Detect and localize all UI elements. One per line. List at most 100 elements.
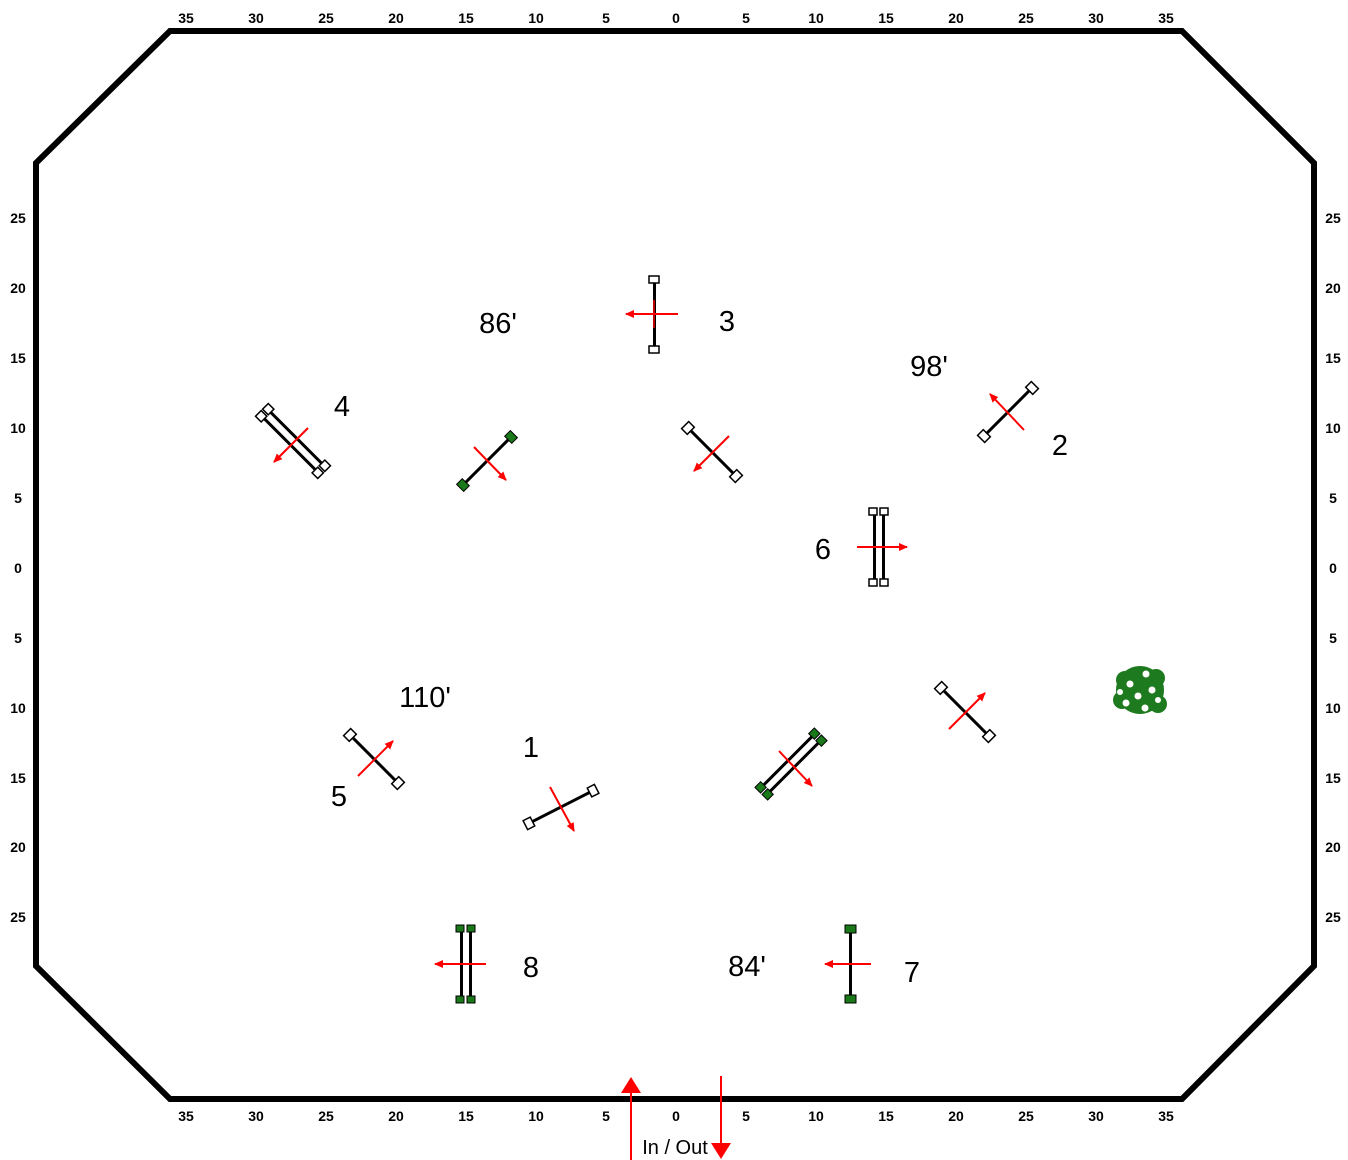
jump-number-7: 7 (904, 957, 920, 989)
jump-standard (503, 429, 519, 445)
distance-label: 84' (728, 951, 766, 983)
axis-tick: 15 (878, 1108, 894, 1124)
jump-rail (268, 409, 325, 466)
jump-standard (728, 468, 744, 484)
axis-tick: 25 (1018, 1108, 1034, 1124)
axis-tick: 25 (10, 909, 26, 925)
axis-tick: 15 (10, 350, 26, 366)
direction-arrow (989, 393, 1025, 431)
axis-bottom: 35 30 25 20 15 10 5 0 5 10 15 20 25 30 3… (178, 1108, 1174, 1124)
axis-tick: 15 (1325, 770, 1341, 786)
axis-tick: 35 (178, 1108, 194, 1124)
axis-tick: 10 (10, 700, 26, 716)
axis-tick: 10 (10, 420, 26, 436)
jump-standard (807, 727, 821, 740)
axis-tick: 20 (388, 10, 404, 26)
axis-tick: 20 (948, 1108, 964, 1124)
jump-standard (868, 507, 878, 516)
axis-tick: 5 (602, 1108, 610, 1124)
axis-tick: 10 (808, 10, 824, 26)
direction-arrow (693, 435, 730, 472)
axis-tick: 30 (1088, 10, 1104, 26)
jump-standard (754, 780, 767, 794)
jump-standard (933, 680, 949, 696)
jump-number-3: 3 (719, 306, 735, 338)
axis-tick: 10 (1325, 420, 1341, 436)
jump-standard (342, 727, 358, 743)
jump-number-1: 1 (523, 732, 539, 764)
jump-standard (879, 578, 889, 587)
jump-standard (261, 402, 275, 416)
jump-standard (455, 924, 465, 933)
jump-standard (586, 783, 600, 798)
jump-standard (254, 409, 268, 423)
axis-tick: 30 (248, 1108, 264, 1124)
distance-label: 110' (399, 682, 451, 714)
jump-standard (648, 275, 660, 284)
axis-tick: 35 (178, 10, 194, 26)
jump-standard (522, 816, 536, 831)
jump-standard (879, 507, 889, 516)
axis-tick: 35 (1158, 1108, 1174, 1124)
jump-standard (466, 995, 476, 1004)
axis-tick: 20 (1325, 839, 1341, 855)
axis-tick: 35 (1158, 10, 1174, 26)
jump-standard (680, 420, 696, 436)
axis-tick: 15 (458, 10, 474, 26)
axis-tick: 15 (10, 770, 26, 786)
axis-tick: 15 (458, 1108, 474, 1124)
axis-left: 25 20 15 10 5 0 5 10 15 20 25 (10, 210, 26, 925)
jump-number-5: 5 (331, 781, 347, 813)
entrance-gate: In / Out (621, 1076, 731, 1160)
jump-standard (981, 728, 997, 744)
jump-standard (466, 924, 476, 933)
jump-standard (868, 578, 878, 587)
direction-arrow (473, 446, 507, 481)
axis-right: 25 20 15 10 5 0 5 10 15 20 25 (1325, 210, 1341, 925)
jump-standard (455, 995, 465, 1004)
axis-tick: 25 (1325, 210, 1341, 226)
jump-number-2: 2 (1052, 430, 1068, 462)
axis-tick: 5 (1329, 630, 1337, 646)
direction-arrow (357, 740, 394, 777)
jump-standard (648, 345, 660, 354)
axis-tick: 0 (672, 10, 680, 26)
jump-3 (625, 275, 678, 354)
axis-tick: 20 (1325, 280, 1341, 296)
axis-tick: 0 (672, 1108, 680, 1124)
jump-standard (311, 466, 325, 480)
axis-tick: 0 (14, 560, 22, 576)
jump-number-6: 6 (815, 534, 831, 566)
direction-arrow (273, 427, 309, 463)
axis-tick: 30 (1088, 1108, 1104, 1124)
axis-tick: 25 (318, 1108, 334, 1124)
axis-tick: 15 (878, 10, 894, 26)
axis-tick: 20 (10, 839, 26, 855)
axis-tick: 20 (948, 10, 964, 26)
axis-tick: 25 (10, 210, 26, 226)
axis-tick: 15 (1325, 350, 1341, 366)
jump-standard (976, 428, 992, 444)
jump-standard (761, 788, 775, 801)
jump-standard (390, 775, 406, 791)
jump-4 (254, 402, 332, 480)
jump-standard (815, 734, 828, 748)
axis-tick: 10 (528, 1108, 544, 1124)
axis-tick: 5 (742, 1108, 750, 1124)
axis-tick: 25 (318, 10, 334, 26)
jump-standard (318, 459, 332, 473)
axis-tick: 5 (14, 490, 22, 506)
axis-top: 35 30 25 20 15 10 5 0 5 10 15 20 25 30 3… (178, 10, 1174, 26)
distance-label: 98' (910, 351, 948, 383)
direction-arrow (778, 750, 813, 787)
direction-arrow (948, 692, 986, 730)
axis-tick: 5 (742, 10, 750, 26)
axis-tick: 10 (528, 10, 544, 26)
axis-tick: 0 (1329, 560, 1337, 576)
axis-tick: 20 (388, 1108, 404, 1124)
axis-tick: 10 (808, 1108, 824, 1124)
jump-rail (261, 416, 318, 473)
jump-standard (844, 994, 857, 1004)
entrance-label: In / Out (642, 1137, 708, 1159)
